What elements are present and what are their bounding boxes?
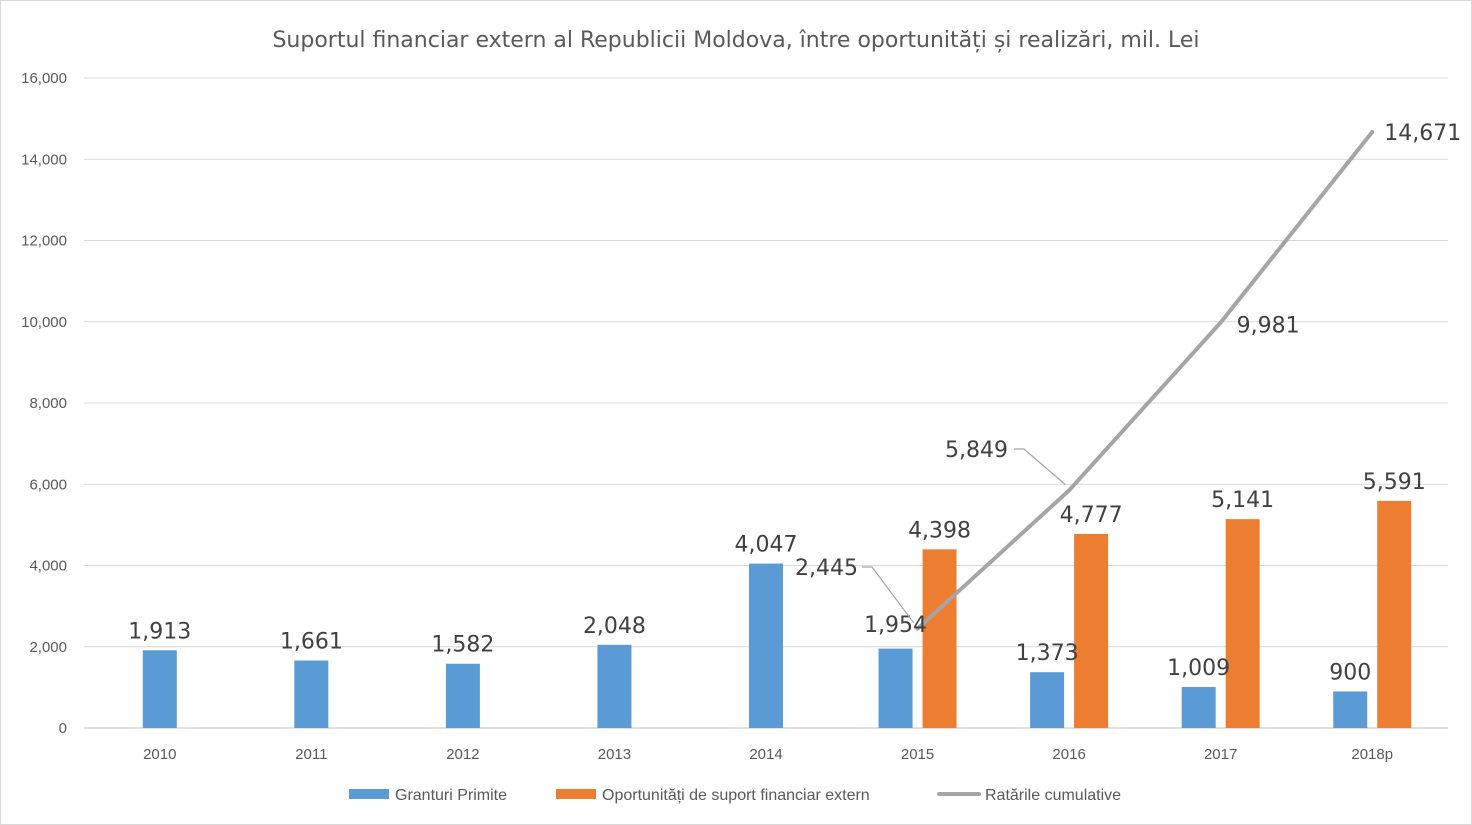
data-label-ratarile: 9,981 xyxy=(1237,314,1300,339)
legend-label: Ratările cumulative xyxy=(985,787,1121,804)
legend-label: Granturi Primite xyxy=(395,787,507,804)
bar-oportunitati xyxy=(922,549,957,728)
line-ratarile-cumulative xyxy=(915,129,1375,631)
x-tick-label: 2014 xyxy=(749,746,782,763)
data-label-ratarile: 5,849 xyxy=(945,438,1008,463)
bar-granturi-primite xyxy=(597,644,632,728)
bar-oportunitati xyxy=(1225,519,1260,728)
bar-granturi-primite xyxy=(294,660,329,728)
data-label-oportunitati: 4,398 xyxy=(908,518,971,543)
data-label-granturi: 1,954 xyxy=(864,613,927,638)
bar-granturi-primite xyxy=(445,663,480,728)
data-label-granturi: 4,047 xyxy=(735,533,798,558)
x-tick-label: 2011 xyxy=(295,746,327,763)
bars xyxy=(142,500,1412,728)
bar-granturi-primite xyxy=(878,648,913,728)
y-tick-label: 2,000 xyxy=(29,639,67,656)
x-axis: 2010 2011 2012 2013 2014 2015 2016 2017 2018p xyxy=(143,746,1393,763)
x-tick-label: 2016 xyxy=(1052,746,1085,763)
bar-granturi-primite xyxy=(142,650,177,728)
line-series xyxy=(915,129,1375,631)
data-label-ratarile: 2,445 xyxy=(795,556,858,581)
y-tick-label: 16,000 xyxy=(21,70,67,87)
y-tick-label: 10,000 xyxy=(21,314,67,331)
y-tick-label: 8,000 xyxy=(29,395,67,412)
data-label-granturi: 1,913 xyxy=(128,619,191,644)
x-tick-label: 2012 xyxy=(446,746,479,763)
legend-item: Granturi Primite xyxy=(349,787,507,804)
gridlines xyxy=(84,77,1448,729)
data-label-granturi: 1,009 xyxy=(1167,656,1230,681)
bar-granturi-primite xyxy=(749,563,783,728)
data-label-oportunitati: 5,591 xyxy=(1363,470,1426,495)
legend-swatch xyxy=(556,789,596,799)
data-labels: 1,913 1,661 1,582 2,048 4,047 1,954 4,398 1,373… xyxy=(128,121,1461,685)
y-tick-label: 14,000 xyxy=(21,151,67,168)
legend-item: Ratările cumulative xyxy=(937,787,1121,804)
legend-item: Oportunități de suport financiar extern xyxy=(556,787,870,804)
x-tick-label: 2017 xyxy=(1204,746,1237,763)
y-tick-label: 0 xyxy=(59,720,67,737)
leader-line xyxy=(1014,448,1066,485)
bar-granturi-primite xyxy=(1030,672,1065,728)
x-tick-label: 2013 xyxy=(598,746,631,763)
legend: Granturi Primite Oportunități de suport f… xyxy=(349,787,1121,804)
y-tick-label: 12,000 xyxy=(21,233,67,250)
data-label-granturi: 900 xyxy=(1329,660,1371,685)
data-label-oportunitati: 5,141 xyxy=(1211,488,1274,513)
bar-granturi-primite xyxy=(1333,691,1368,728)
data-label-oportunitati: 4,777 xyxy=(1060,503,1123,528)
x-tick-label: 2015 xyxy=(901,746,934,763)
data-label-granturi: 1,661 xyxy=(280,630,343,655)
y-tick-label: 4,000 xyxy=(29,558,67,575)
bar-granturi-primite xyxy=(1181,687,1216,728)
data-label-granturi: 2,048 xyxy=(583,614,646,639)
legend-swatch xyxy=(349,789,389,799)
bar-oportunitati xyxy=(1377,500,1412,728)
y-axis: 0 2,000 4,000 6,000 8,000 10,000 12,000 14,000 1… xyxy=(21,70,67,737)
leader-line xyxy=(862,566,915,624)
chart-title: Suportul financiar extern al Republicii … xyxy=(272,28,1199,53)
x-tick-label: 2018p xyxy=(1351,746,1393,763)
bar-oportunitati xyxy=(1074,533,1109,728)
legend-label: Oportunități de suport financiar extern xyxy=(602,787,870,804)
data-label-granturi: 1,373 xyxy=(1016,641,1079,666)
data-label-granturi: 1,582 xyxy=(431,633,494,658)
x-tick-label: 2010 xyxy=(143,746,176,763)
data-label-ratarile: 14,671 xyxy=(1384,121,1461,146)
y-tick-label: 6,000 xyxy=(29,476,67,493)
